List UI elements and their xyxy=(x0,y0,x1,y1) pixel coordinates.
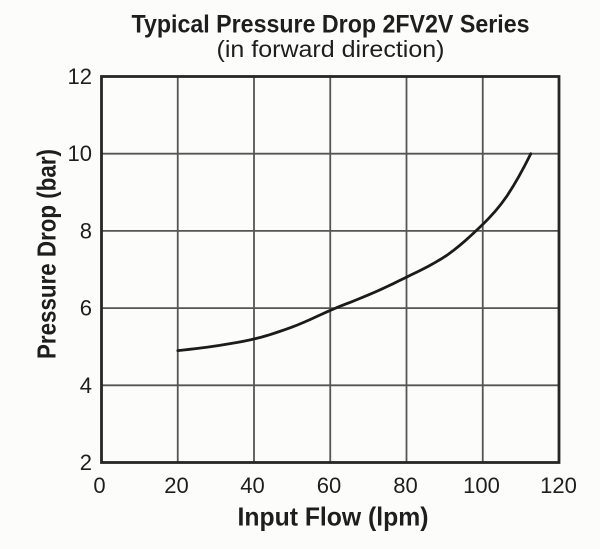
svg-text:2: 2 xyxy=(80,450,92,475)
svg-text:6: 6 xyxy=(80,296,92,321)
svg-text:60: 60 xyxy=(317,473,341,498)
svg-text:Pressure Drop (bar): Pressure Drop (bar) xyxy=(32,149,62,359)
svg-text:Input Flow (lpm): Input Flow (lpm) xyxy=(238,502,429,532)
svg-text:(in forward direction): (in forward direction) xyxy=(217,36,445,62)
svg-text:40: 40 xyxy=(240,473,264,498)
svg-text:12: 12 xyxy=(68,64,92,89)
svg-text:120: 120 xyxy=(540,473,577,498)
svg-text:10: 10 xyxy=(68,141,92,166)
svg-text:Typical Pressure Drop 2FV2V Se: Typical Pressure Drop 2FV2V Series xyxy=(132,11,530,39)
svg-text:80: 80 xyxy=(393,473,417,498)
svg-text:0: 0 xyxy=(93,473,105,498)
svg-text:4: 4 xyxy=(80,373,92,398)
svg-text:8: 8 xyxy=(80,218,92,243)
svg-text:20: 20 xyxy=(164,473,188,498)
svg-text:100: 100 xyxy=(463,473,500,498)
